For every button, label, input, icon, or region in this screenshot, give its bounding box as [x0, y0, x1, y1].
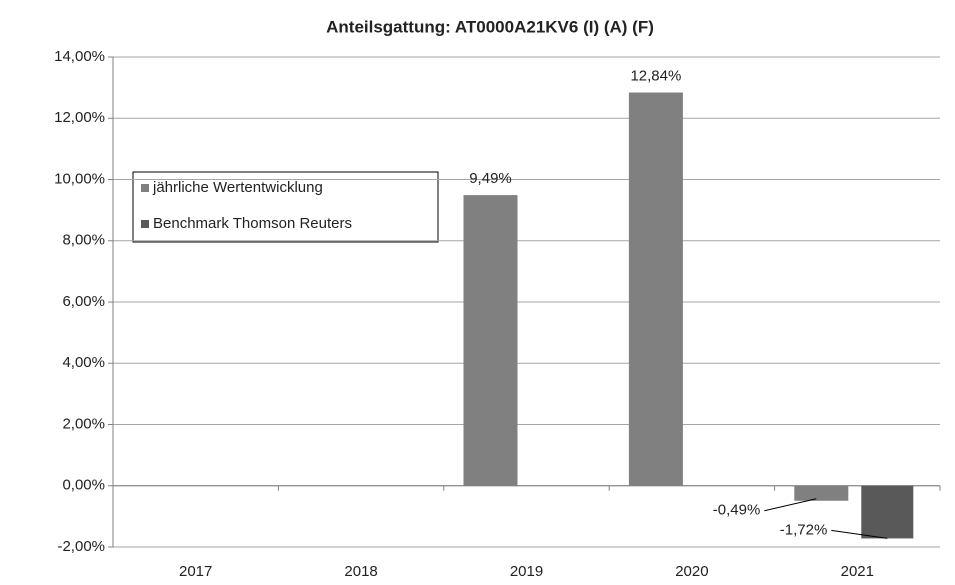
bar: [463, 195, 518, 486]
x-tick-label: 2019: [510, 563, 543, 580]
legend-label: Benchmark Thomson Reuters: [153, 215, 352, 232]
legend-label: jährliche Wertentwicklung: [152, 179, 323, 196]
y-tick-label: 14,00%: [54, 48, 105, 65]
y-tick-label: 0,00%: [62, 477, 105, 494]
x-tick-label: 2017: [179, 563, 212, 580]
bar: [794, 485, 849, 501]
y-tick-label: 8,00%: [62, 232, 105, 249]
x-tick-label: 2021: [841, 563, 874, 580]
legend-swatch: [141, 184, 149, 192]
data-label: -1,72%: [780, 521, 828, 538]
leader-line: [831, 529, 888, 539]
data-label: 9,49%: [469, 170, 512, 187]
bar: [861, 485, 914, 539]
data-label: 12,84%: [630, 67, 681, 84]
leader-line: [764, 498, 817, 512]
y-tick-label: -2,00%: [57, 538, 105, 555]
chart-title: Anteilsgattung: AT0000A21KV6 (I) (A) (F): [326, 17, 654, 36]
legend-box: [132, 171, 439, 243]
legend-swatch: [141, 220, 149, 228]
y-tick-label: 12,00%: [54, 109, 105, 126]
x-tick-label: 2020: [675, 563, 708, 580]
data-label: -0,49%: [713, 502, 761, 519]
bar: [628, 92, 683, 486]
y-tick-label: 4,00%: [62, 354, 105, 371]
x-tick-label: 2018: [344, 563, 377, 580]
y-tick-label: 2,00%: [62, 415, 105, 432]
y-tick-label: 10,00%: [54, 170, 105, 187]
y-tick-label: 6,00%: [62, 293, 105, 310]
